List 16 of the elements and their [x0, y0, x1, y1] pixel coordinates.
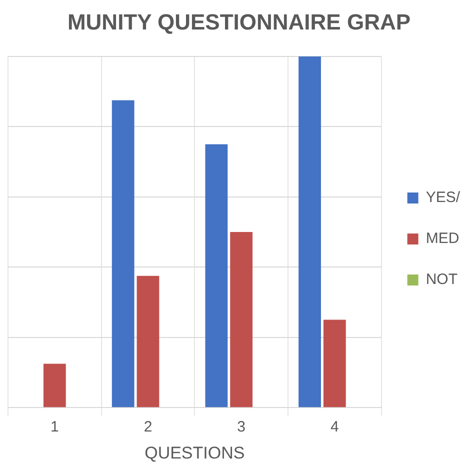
- x-tick-label: 2: [144, 418, 152, 436]
- legend-label: YES/: [426, 189, 461, 206]
- bar: [298, 56, 321, 408]
- bar: [136, 276, 160, 408]
- bar: [112, 100, 134, 408]
- x-axis-title: QUESTIONS: [144, 443, 245, 462]
- legend-label: MED: [426, 230, 460, 248]
- bar: [205, 144, 228, 408]
- chart-title: MUNITY QUESTIONNAIRE GRAP: [67, 9, 411, 34]
- bar: [323, 320, 346, 408]
- legend-label: NOT: [426, 271, 458, 288]
- bar: [230, 232, 253, 408]
- x-tick-label: 3: [237, 418, 246, 436]
- x-tick-label: 1: [50, 418, 59, 436]
- x-tick-label: 4: [330, 418, 339, 436]
- bar: [43, 364, 66, 408]
